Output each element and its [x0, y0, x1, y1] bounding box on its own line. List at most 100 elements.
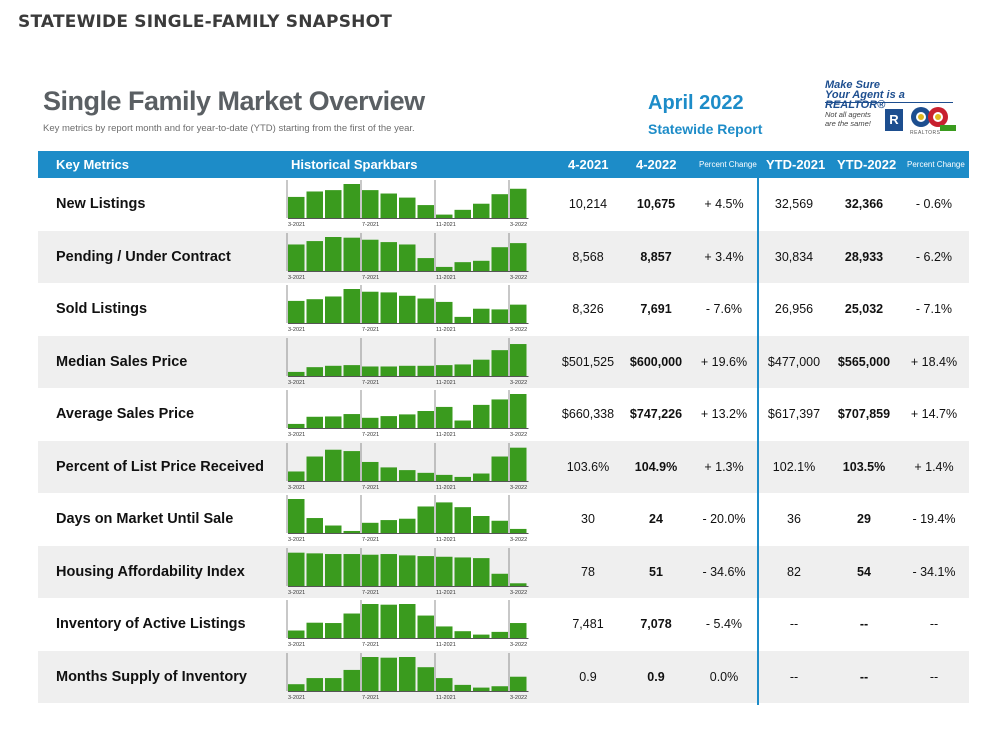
sparkbar	[399, 197, 416, 218]
sparkbar-tick-label: 11-2021	[436, 275, 456, 281]
cell-ytd2021: $617,397	[767, 407, 821, 421]
cell-ytd2022: $707,859	[837, 407, 891, 421]
sparkbar	[362, 417, 379, 428]
table-row: Housing Affordability Index 3-2021 7-2021 1…	[38, 545, 969, 598]
sparkbar	[454, 316, 471, 323]
metric-label: Housing Affordability Index	[56, 563, 245, 580]
sparkbar-tick-label: 3-2021	[288, 642, 305, 648]
cell-m2022: 7,078	[640, 617, 672, 631]
sparkbar-tick-label: 7-2021	[362, 485, 379, 491]
sparkbar	[343, 613, 360, 638]
sparkbar	[306, 299, 323, 323]
sparkbar	[454, 556, 471, 586]
sparkbar	[306, 240, 323, 271]
sparkbar	[436, 364, 453, 376]
sparkbar	[473, 516, 490, 533]
sparkbar-tick-label: 3-2022	[510, 537, 527, 543]
metric-label: New Listings	[56, 196, 146, 212]
sparkbar	[510, 242, 527, 271]
metric-label: Sold Listings	[56, 301, 148, 317]
sparkbar	[417, 666, 434, 691]
report-subtitle: Key metrics by report month and for year…	[43, 123, 415, 134]
sparkbar-tick-label: 11-2021	[436, 432, 456, 438]
sparkbar	[288, 552, 305, 586]
sparkbar-chart: 3-2021 7-2021 11-2021 3-2022	[286, 285, 529, 333]
sparkbar	[454, 476, 471, 481]
market-overview-report: Single Family Market Overview Key metric…	[38, 80, 969, 705]
cell-ytd2021: --	[789, 669, 799, 684]
sparkbar	[288, 243, 305, 271]
sparkbar-tick-label: 11-2021	[436, 590, 456, 596]
cell-m2021: 30	[581, 512, 595, 526]
sparkbar	[362, 461, 379, 481]
cell-ytd2021: 26,956	[774, 302, 814, 316]
sparkbar	[380, 520, 397, 533]
sparkbar	[306, 191, 323, 218]
cell-m2021: 0.9	[579, 669, 597, 684]
metric-label: Days on Market Until Sale	[56, 511, 234, 527]
cell-ytd2021: 32,569	[774, 197, 814, 211]
cell-ytd2022: 25,032	[844, 302, 884, 316]
sparkbar	[288, 423, 305, 428]
sparkbar	[417, 365, 434, 376]
cell-ytd2022: --	[859, 617, 869, 631]
sparkbar	[510, 676, 527, 691]
sparkbar-tick-label: 3-2022	[510, 432, 527, 438]
cell-ytd-pct: + 14.7%	[910, 407, 958, 421]
sparkbar	[362, 604, 379, 638]
cell-ytd2022: --	[859, 669, 869, 684]
sparkbar	[399, 554, 416, 586]
metric-label: Months Supply of Inventory	[56, 668, 247, 685]
sparkbar	[380, 553, 397, 586]
cell-ytd-pct: - 0.6%	[915, 197, 953, 211]
sparkbar	[436, 266, 453, 271]
sparkbar	[343, 450, 360, 481]
cell-m2022: 24	[649, 512, 663, 526]
sparkbar	[417, 555, 434, 586]
sparkbar-tick-label: 3-2021	[288, 590, 305, 596]
metric-label: Inventory of Active Listings	[56, 616, 246, 632]
sparkbar	[473, 203, 490, 218]
page-heading: STATEWIDE SINGLE-FAMILY SNAPSHOT	[18, 12, 393, 32]
sparkbar-tick-label: 7-2021	[362, 642, 379, 648]
sparkbar	[454, 363, 471, 376]
sparkbar	[491, 520, 508, 533]
sparkbar-chart: 3-2021 7-2021 11-2021 3-2022	[286, 547, 529, 596]
sparkbar	[436, 556, 453, 586]
sparkbar	[473, 308, 490, 323]
sparkbar	[491, 631, 508, 638]
sparkbar	[417, 472, 434, 481]
cell-ytd2021: $477,000	[767, 354, 821, 369]
cell-pct: + 4.5%	[704, 197, 744, 211]
sparkbar	[473, 260, 490, 271]
sparkbar	[454, 420, 471, 428]
sparkbar	[362, 656, 379, 691]
sparkbar-tick-label: 3-2021	[288, 380, 305, 386]
sparkbar	[510, 394, 527, 428]
sparkbar	[399, 243, 416, 271]
cell-m2022: 0.9	[647, 669, 665, 684]
sparkbar-tick-label: 3-2022	[510, 380, 527, 386]
metric-label: Pending / Under Contract	[56, 248, 231, 265]
sparkbar	[343, 289, 360, 323]
sparkbar-tick-label: 11-2021	[436, 642, 456, 648]
sparkbar-tick-label: 11-2021	[436, 327, 456, 333]
table-row: Pending / Under Contract 3-2021 7-2021 11-2…	[38, 230, 969, 283]
cell-ytd-pct: - 19.4%	[912, 512, 956, 526]
sparkbar-tick-label: 7-2021	[362, 222, 379, 228]
sparkbar-tick-label: 11-2021	[436, 537, 456, 543]
cell-pct: 0.0%	[709, 669, 739, 684]
cell-ytd-pct: --	[929, 617, 939, 631]
sparkbar-tick-label: 3-2021	[288, 485, 305, 491]
sparkbar	[510, 304, 527, 323]
header-4-2022: 4-2022	[636, 157, 677, 172]
sparkbar-tick-label: 3-2021	[288, 327, 305, 333]
sparkbar-tick-label: 11-2021	[436, 485, 456, 491]
cell-m2021: $501,525	[561, 354, 615, 369]
sparkbar	[454, 507, 471, 533]
sparkbar-chart: 3-2021 7-2021 11-2021 3-2022	[286, 652, 529, 701]
sparkbar-tick-label: 3-2022	[510, 485, 527, 491]
sparkbar	[380, 657, 397, 691]
table-header: Key Metrics Historical Sparkbars 4-2021 …	[38, 151, 969, 178]
sparkbar	[343, 553, 360, 586]
